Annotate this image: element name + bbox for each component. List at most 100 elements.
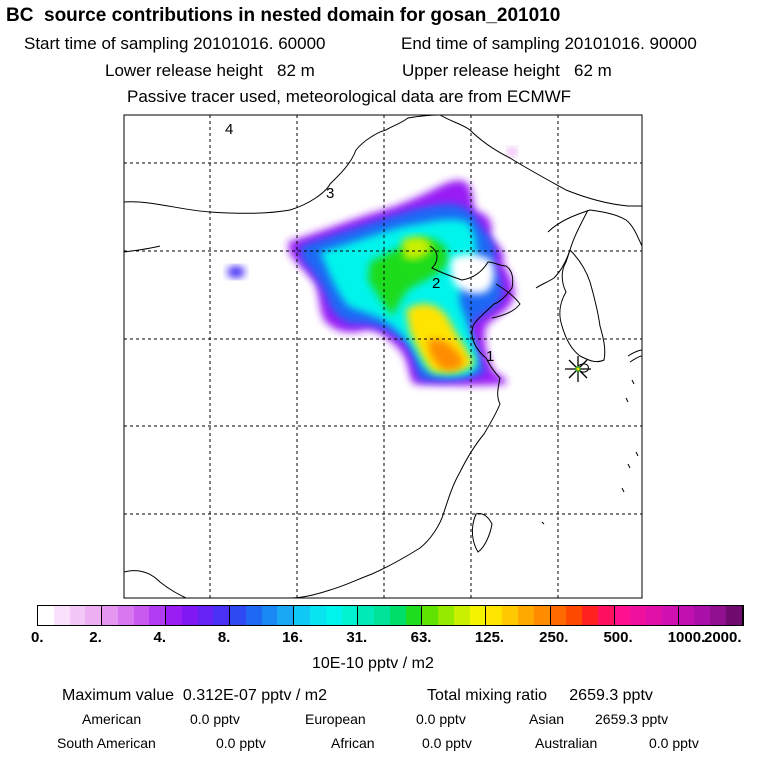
african-value: 0.0 pptv: [422, 735, 472, 751]
colorbar-swatch: [341, 606, 359, 625]
colorbar-swatch: [325, 606, 342, 625]
colorbar-swatch: [710, 606, 726, 625]
colorbar-tick-label: 0.: [31, 629, 44, 646]
colorbar-swatch: [117, 606, 134, 625]
colorbar-swatch: [517, 606, 534, 625]
colorbar-swatch: [405, 606, 423, 625]
colorbar-swatch: [630, 606, 647, 625]
plume-gap: [450, 254, 494, 294]
colorbar-swatch: [181, 606, 198, 625]
colorbar-tick-label: 31.: [346, 629, 368, 646]
colorbar-swatch: [53, 606, 70, 625]
west-border: [124, 245, 161, 253]
colorbar-tick-label: 1000.: [667, 629, 706, 646]
colorbar-swatch: [166, 606, 182, 625]
african-label: African: [331, 735, 375, 751]
colorbar-swatch: [486, 606, 503, 625]
colorbar-swatch: [294, 606, 311, 625]
map-frame: [123, 114, 643, 599]
colorbar-swatch: [597, 606, 615, 625]
start-time-label: Start time of sampling 20101016. 60000: [24, 34, 326, 53]
plume-green: [368, 238, 448, 316]
colorbar-swatch: [678, 606, 695, 625]
colorbar-tick-label: 4.: [153, 629, 167, 646]
source-contribution-field: [227, 147, 517, 386]
china-coast: [289, 245, 514, 598]
colorbar-swatch: [725, 606, 743, 625]
european-value: 0.0 pptv: [416, 711, 466, 727]
trajectory-marker-2: 2: [432, 275, 440, 292]
american-value: 0.0 pptv: [190, 711, 240, 727]
star-marker-icon: [565, 356, 591, 382]
colorbar-swatch: [85, 606, 103, 625]
lower-release-height-label: Lower release height 82 m: [105, 61, 315, 80]
colorbar-swatch: [245, 606, 262, 625]
colorbar-swatch: [102, 606, 118, 625]
colorbar-swatch: [213, 606, 231, 625]
south-american-value: 0.0 pptv: [216, 735, 266, 751]
colorbar-swatch: [374, 606, 390, 625]
colorbar-swatch: [582, 606, 598, 625]
plot-title: BC source contributions in nested domain…: [6, 5, 561, 26]
korea-north-coast: [535, 209, 642, 289]
russia-border: [439, 115, 642, 207]
colorbar-swatch: [261, 606, 278, 625]
tracer-info-label: Passive tracer used, meteorological data…: [127, 87, 572, 106]
colorbar-swatch: [453, 606, 470, 625]
korean-peninsula: [559, 249, 606, 363]
plume-orange: [428, 339, 464, 371]
colorbar-tick-label: 16.: [282, 629, 303, 646]
asian-value: 2659.3 pptv: [595, 711, 669, 727]
colorbar-swatch: [469, 606, 487, 625]
colorbar-swatch: [661, 606, 679, 625]
colorbar-swatch: [310, 606, 326, 625]
australian-label: Australian: [535, 735, 598, 751]
colorbar-swatch: [133, 606, 150, 625]
south-american-label: South American: [57, 735, 156, 751]
colorbar-swatch: [197, 606, 214, 625]
colorbar-swatch: [422, 606, 439, 625]
colorbar-swatch: [566, 606, 583, 625]
japan-coast: [627, 349, 642, 363]
colorbar-swatch: [550, 606, 567, 625]
total-mixing-ratio-label: Total mixing ratio 2659.3 pptv: [427, 687, 653, 704]
colorbar-swatch: [277, 606, 295, 625]
australian-value: 0.0 pptv: [649, 735, 699, 751]
colorbar-tick-label: 2000.: [704, 629, 742, 646]
plume-faint-blob: [507, 147, 517, 157]
colorbar-tick-label: 8.: [217, 629, 231, 646]
end-time-label: End time of sampling 20101016. 90000: [401, 34, 697, 53]
colorbar-swatch: [438, 606, 454, 625]
colorbar-swatch: [358, 606, 375, 625]
shandong-coast: [491, 283, 521, 319]
gridlines: [124, 115, 642, 598]
colorbar-tick-label: 63.: [410, 629, 432, 646]
colorbar-tick-label: 500.: [603, 629, 633, 646]
american-label: American: [82, 711, 142, 727]
small-islands: [541, 379, 639, 525]
plume-isolated-blob: [227, 266, 245, 278]
colorbar-swatch: [230, 606, 246, 625]
colorbar-swatch: [614, 606, 631, 625]
trajectory-marker-3: 3: [326, 185, 334, 202]
colorbar-swatch: [69, 606, 86, 625]
european-label: European: [305, 711, 366, 727]
plume-yellowgreen: [402, 236, 432, 260]
colorbar-swatch: [502, 606, 518, 625]
trajectory-marker-4: 4: [225, 121, 233, 138]
colorbar-tick-label: 125.: [474, 629, 505, 646]
taiwan: [471, 513, 493, 553]
colorbar-unit-label: 10E-10 pptv / m2: [312, 655, 434, 672]
colorbar-swatch: [389, 606, 406, 625]
colorbar-swatch: [149, 606, 167, 625]
colorbar-tick-label: 250.: [539, 629, 569, 646]
colorbar-swatch: [533, 606, 551, 625]
colorbar-tick-label: 2.: [89, 629, 102, 646]
trajectory-marker-1: 1: [486, 348, 494, 365]
maximum-value-label: Maximum value 0.312E-07 pptv / m2: [62, 687, 328, 704]
asian-label: Asian: [529, 711, 565, 727]
colorbar-swatch: [646, 606, 662, 625]
colorbar-swatch: [38, 606, 54, 625]
colorbar: [37, 605, 744, 626]
